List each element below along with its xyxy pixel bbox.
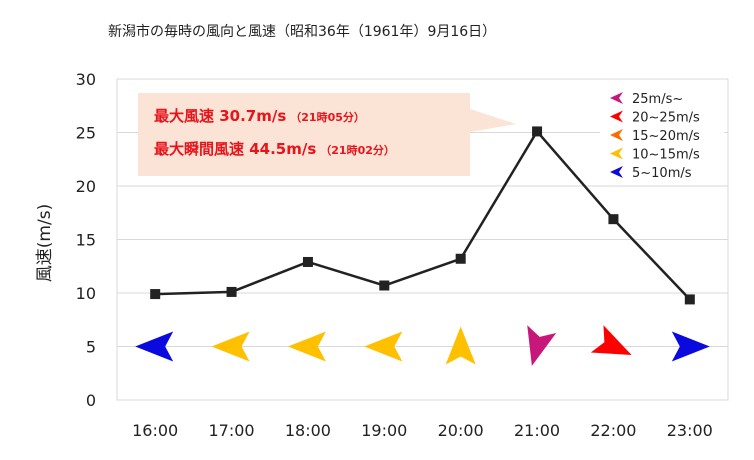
- y-tick-label: 10: [76, 284, 96, 303]
- x-tick-label: 19:00: [361, 421, 407, 440]
- legend-marker: [610, 147, 623, 160]
- plot-frame: [116, 78, 729, 401]
- wind-arrow: [527, 325, 557, 366]
- wind-arrow: [445, 326, 476, 365]
- x-tick-label: 17:00: [209, 421, 255, 440]
- y-tick-label: 20: [76, 177, 96, 196]
- series-line: [155, 130, 691, 301]
- max-speed-annotation: 最大風速 30.7m/s （21時05分） 最大瞬間風速 44.5m/s （21時02…: [138, 93, 516, 176]
- legend-label: 25m/s~: [632, 92, 683, 107]
- legend-label: 15~20m/s: [632, 129, 700, 144]
- x-tick-label: 23:00: [667, 421, 713, 440]
- legend-label: 5~10m/s: [632, 166, 692, 181]
- data-point: [532, 126, 543, 137]
- x-tick-label: 20:00: [438, 421, 484, 440]
- wind-arrow: [287, 331, 326, 362]
- y-tick-label: 30: [76, 70, 96, 89]
- legend-marker: [610, 166, 623, 178]
- annotation-line: 最大瞬間風速 44.5m/s （21時02分）: [154, 140, 395, 158]
- annotation-box: [138, 93, 516, 176]
- legend: 25m/s~ 20~25m/s 15~20m/s 10~15m/s 5~10m/s: [600, 86, 724, 182]
- data-point: [226, 286, 237, 297]
- legend-marker: [610, 92, 623, 104]
- legend-marker: [610, 110, 623, 123]
- data-point: [684, 294, 695, 305]
- y-tick-label: 25: [76, 124, 96, 143]
- legend-label: 20~25m/s: [632, 111, 700, 126]
- annotation-time: （21時02分）: [320, 143, 395, 157]
- data-point: [608, 214, 619, 225]
- data-point: [150, 289, 161, 300]
- annotation-line: 最大風速 30.7m/s （21時05分）: [154, 107, 365, 125]
- data-point: [455, 253, 466, 264]
- speed-series: [150, 126, 695, 305]
- wind-arrow: [590, 325, 632, 355]
- plot-border: [116, 78, 729, 401]
- legend-label: 10~15m/s: [632, 148, 700, 163]
- x-tick-label: 22:00: [590, 421, 636, 440]
- data-point: [302, 256, 313, 267]
- x-axis-ticks: 16:00 17:00 18:00 19:00 20:00 21:00 22:00 23:00: [132, 421, 713, 440]
- y-axis-ticks: 0 5 10 15 20 25 30: [76, 70, 96, 410]
- data-point: [379, 280, 390, 291]
- wind-arrow: [135, 331, 174, 362]
- annotation-time: （21時05分）: [290, 110, 365, 124]
- y-tick-label: 15: [76, 231, 96, 250]
- wind-arrow: [211, 331, 250, 362]
- y-tick-label: 5: [86, 338, 96, 357]
- x-tick-label: 16:00: [132, 421, 178, 440]
- y-tick-label: 0: [86, 391, 96, 410]
- x-tick-label: 18:00: [285, 421, 331, 440]
- wind-arrows: [135, 325, 710, 366]
- chart-title: 新潟市の毎時の風向と風速（昭和36年（1961年）9月16日）: [108, 23, 496, 40]
- y-axis-label: 風速(m/s): [35, 204, 55, 282]
- wind-arrow: [364, 331, 403, 362]
- annotation-value: 最大瞬間風速 44.5m/s: [154, 140, 316, 158]
- legend-marker: [610, 129, 623, 141]
- wind-arrow: [671, 331, 710, 362]
- x-tick-label: 21:00: [514, 421, 560, 440]
- annotation-value: 最大風速 30.7m/s: [154, 107, 286, 125]
